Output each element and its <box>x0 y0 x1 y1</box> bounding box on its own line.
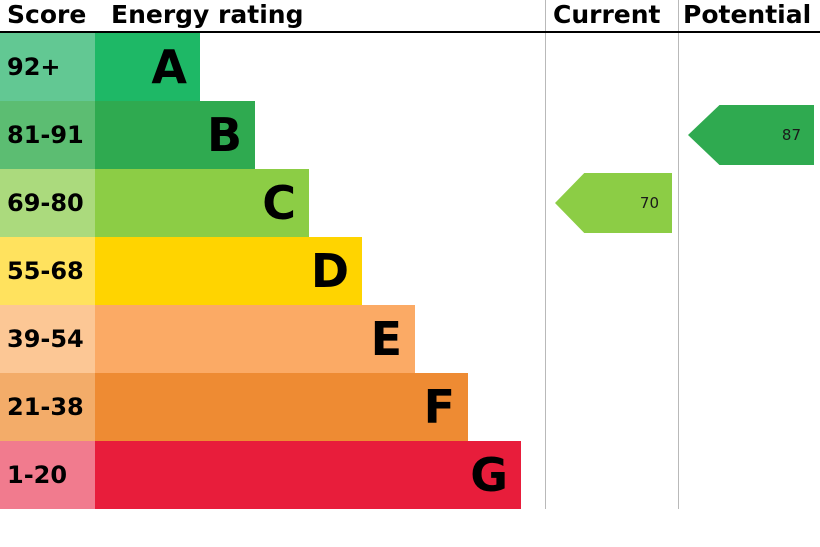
header-current: Current <box>545 0 678 31</box>
current-cell <box>545 373 678 441</box>
band-row-a: 92+ A <box>0 33 820 101</box>
bar-area: E <box>95 305 545 373</box>
band-row-e: 39-54 E <box>0 305 820 373</box>
band-letter: B <box>206 108 242 162</box>
band-bar: B <box>95 101 255 169</box>
band-bar: E <box>95 305 415 373</box>
potential-cell <box>678 169 820 237</box>
score-label: 39-54 <box>7 325 84 353</box>
band-letter: D <box>310 244 349 298</box>
potential-cell <box>678 305 820 373</box>
band-letter: A <box>151 40 187 94</box>
header-potential: Potential <box>678 0 820 31</box>
current-rating-value: 70 <box>639 193 659 212</box>
score-label: 21-38 <box>7 393 84 421</box>
band-row-c: 69-80 C 70 <box>0 169 820 237</box>
score-cell: 55-68 <box>0 237 95 305</box>
band-row-d: 55-68 D <box>0 237 820 305</box>
score-label: 92+ <box>7 53 61 81</box>
score-cell: 69-80 <box>0 169 95 237</box>
potential-rating-value: 87 <box>781 125 801 144</box>
band-row-g: 1-20 G <box>0 441 820 509</box>
score-cell: 1-20 <box>0 441 95 509</box>
score-cell: 39-54 <box>0 305 95 373</box>
potential-cell <box>678 441 820 509</box>
potential-cell <box>678 237 820 305</box>
current-cell <box>545 101 678 169</box>
bar-area: B <box>95 101 545 169</box>
score-label: 1-20 <box>7 461 68 489</box>
band-letter: C <box>262 176 296 230</box>
score-label: 69-80 <box>7 189 84 217</box>
current-cell <box>545 441 678 509</box>
potential-cell: 87 <box>678 101 820 169</box>
bar-area: C <box>95 169 545 237</box>
current-rating-arrow: 70 <box>555 173 672 233</box>
potential-cell <box>678 33 820 101</box>
band-bar: A <box>95 33 200 101</box>
score-cell: 92+ <box>0 33 95 101</box>
potential-rating-arrow: 87 <box>688 105 814 165</box>
band-letter: F <box>423 380 455 434</box>
current-cell <box>545 237 678 305</box>
score-cell: 21-38 <box>0 373 95 441</box>
band-row-b: 81-91 B 87 <box>0 101 820 169</box>
band-row-f: 21-38 F <box>0 373 820 441</box>
band-bar: G <box>95 441 521 509</box>
header-energy-rating: Energy rating <box>111 0 304 29</box>
band-bar: C <box>95 169 309 237</box>
current-cell <box>545 305 678 373</box>
band-bar: D <box>95 237 362 305</box>
score-label: 55-68 <box>7 257 84 285</box>
header-score: Score <box>7 0 87 29</box>
bar-area: G <box>95 441 545 509</box>
current-cell <box>545 33 678 101</box>
potential-cell <box>678 373 820 441</box>
chart-header: Score Energy rating Current Potential <box>0 0 820 33</box>
band-letter: E <box>370 312 402 366</box>
current-cell: 70 <box>545 169 678 237</box>
bar-area: F <box>95 373 545 441</box>
bar-area: A <box>95 33 545 101</box>
bar-area: D <box>95 237 545 305</box>
score-label: 81-91 <box>7 121 84 149</box>
band-bar: F <box>95 373 468 441</box>
score-cell: 81-91 <box>0 101 95 169</box>
band-letter: G <box>470 448 508 502</box>
